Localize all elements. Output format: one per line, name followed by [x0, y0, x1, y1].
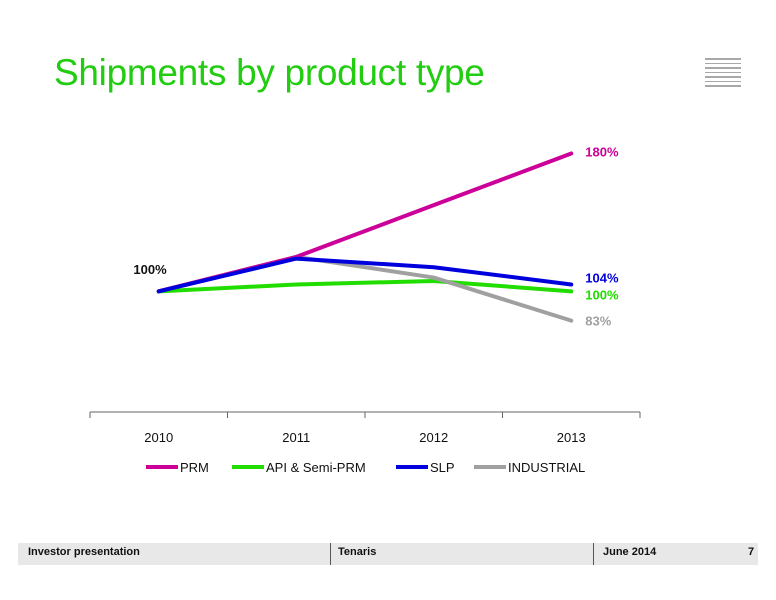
line-chart: 2010 2011 2012 2013 100% 180% 100% 104% 83% PRM… — [89, 144, 641, 475]
x-tick-label: 2011 — [282, 430, 310, 445]
series-line-prm — [156, 151, 574, 294]
end-value-label: 180% — [585, 144, 619, 159]
slide-title: Shipments by product type — [54, 52, 485, 93]
series-line-slp — [156, 256, 574, 294]
footer-divider — [330, 543, 331, 565]
legend-label: PRM — [180, 460, 209, 475]
footer-divider — [593, 543, 594, 565]
footer-presentation-label: Investor presentation — [28, 546, 140, 558]
series-line-api-semi-prm — [156, 279, 574, 294]
legend-label: SLP — [430, 460, 455, 475]
x-tick-label: 2013 — [557, 430, 586, 445]
end-value-label: 104% — [585, 270, 619, 285]
footer-page-number: 7 — [748, 546, 755, 558]
footer-date: June 2014 — [603, 546, 657, 558]
footer-company: Tenaris — [338, 546, 377, 558]
footer-bar: Investor presentation Tenaris June 2014 … — [18, 543, 758, 565]
legend-label: INDUSTRIAL — [508, 460, 585, 475]
start-value-label: 100% — [133, 262, 167, 277]
end-value-label: 100% — [585, 287, 619, 302]
end-value-label: 83% — [585, 314, 611, 329]
tenaris-logo-icon — [705, 58, 741, 90]
legend-label: API & Semi-PRM — [266, 460, 366, 475]
x-tick-label: 2012 — [419, 430, 448, 445]
x-tick-label: 2010 — [144, 430, 173, 445]
